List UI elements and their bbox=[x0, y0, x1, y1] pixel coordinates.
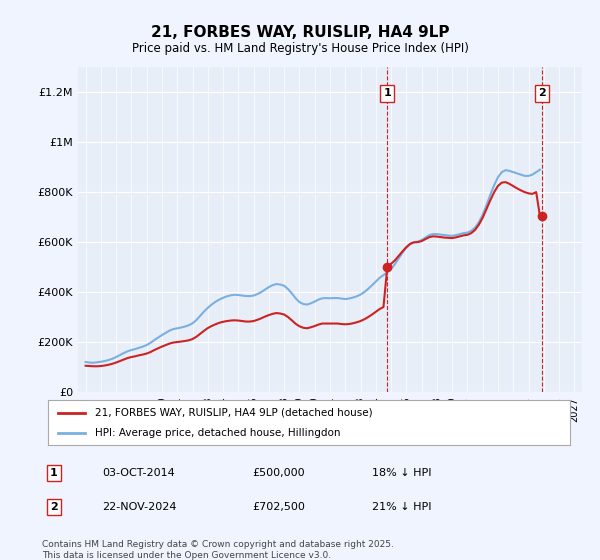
Text: £702,500: £702,500 bbox=[252, 502, 305, 512]
Text: 03-OCT-2014: 03-OCT-2014 bbox=[102, 468, 175, 478]
Text: 1: 1 bbox=[50, 468, 58, 478]
Text: 21, FORBES WAY, RUISLIP, HA4 9LP (detached house): 21, FORBES WAY, RUISLIP, HA4 9LP (detach… bbox=[95, 408, 373, 418]
Text: 21, FORBES WAY, RUISLIP, HA4 9LP: 21, FORBES WAY, RUISLIP, HA4 9LP bbox=[151, 25, 449, 40]
Text: 1: 1 bbox=[383, 88, 391, 98]
Text: Contains HM Land Registry data © Crown copyright and database right 2025.
This d: Contains HM Land Registry data © Crown c… bbox=[42, 540, 394, 560]
Text: £500,000: £500,000 bbox=[252, 468, 305, 478]
Text: Price paid vs. HM Land Registry's House Price Index (HPI): Price paid vs. HM Land Registry's House … bbox=[131, 42, 469, 55]
Text: 22-NOV-2024: 22-NOV-2024 bbox=[102, 502, 176, 512]
Text: HPI: Average price, detached house, Hillingdon: HPI: Average price, detached house, Hill… bbox=[95, 428, 340, 438]
Text: 21% ↓ HPI: 21% ↓ HPI bbox=[372, 502, 431, 512]
Text: 2: 2 bbox=[538, 88, 546, 98]
Text: 18% ↓ HPI: 18% ↓ HPI bbox=[372, 468, 431, 478]
Text: 2: 2 bbox=[50, 502, 58, 512]
